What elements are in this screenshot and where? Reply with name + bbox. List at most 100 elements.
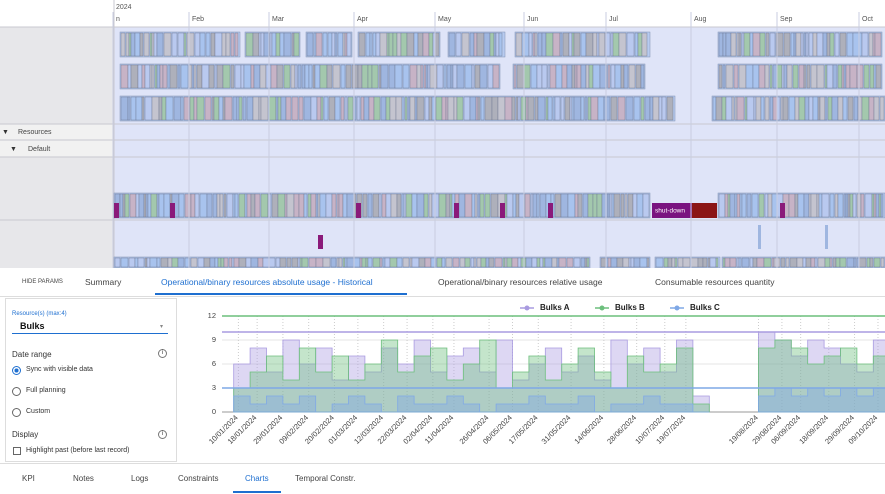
task bbox=[347, 33, 351, 56]
task bbox=[742, 33, 744, 56]
task bbox=[341, 97, 344, 120]
task bbox=[269, 97, 276, 120]
event-mark bbox=[454, 203, 459, 218]
task bbox=[299, 97, 303, 120]
checkbox[interactable] bbox=[13, 447, 21, 455]
select-underline bbox=[12, 333, 168, 334]
event-mark bbox=[500, 203, 505, 218]
tab[interactable]: Operational/binary resources relative us… bbox=[438, 277, 602, 287]
task bbox=[518, 97, 520, 120]
task bbox=[472, 65, 474, 88]
task bbox=[370, 33, 372, 56]
task bbox=[395, 65, 402, 88]
task bbox=[446, 258, 452, 267]
task bbox=[457, 97, 463, 120]
task bbox=[210, 258, 215, 267]
task bbox=[138, 65, 142, 88]
task bbox=[667, 97, 673, 120]
tab[interactable]: Summary bbox=[85, 277, 121, 287]
task bbox=[857, 65, 863, 88]
task bbox=[403, 258, 409, 267]
tab[interactable]: Consumable resources quantity bbox=[655, 277, 775, 287]
tab[interactable]: Constraints bbox=[178, 474, 218, 483]
task bbox=[526, 258, 532, 267]
task bbox=[485, 97, 492, 120]
task bbox=[205, 97, 211, 120]
radio[interactable] bbox=[12, 387, 21, 396]
task bbox=[385, 258, 390, 267]
tab[interactable]: Logs bbox=[131, 474, 148, 483]
task bbox=[560, 33, 562, 56]
task bbox=[586, 65, 589, 88]
task bbox=[140, 33, 143, 56]
task bbox=[381, 97, 386, 120]
task bbox=[231, 33, 234, 56]
task bbox=[381, 65, 388, 88]
task bbox=[320, 194, 326, 217]
task bbox=[197, 97, 204, 120]
task bbox=[844, 194, 846, 217]
task bbox=[129, 258, 135, 267]
task bbox=[753, 65, 759, 88]
hide-params[interactable]: HIDE PARAMS bbox=[22, 279, 63, 285]
task bbox=[784, 33, 790, 56]
task bbox=[754, 97, 756, 120]
tab[interactable]: KPI bbox=[22, 474, 35, 483]
task bbox=[494, 33, 496, 56]
task bbox=[716, 258, 718, 267]
task bbox=[747, 97, 754, 120]
task bbox=[341, 65, 345, 88]
radio[interactable] bbox=[12, 408, 21, 417]
task bbox=[761, 97, 764, 120]
task bbox=[575, 65, 577, 88]
task bbox=[811, 65, 817, 88]
task bbox=[626, 97, 633, 120]
task bbox=[794, 33, 796, 56]
task bbox=[470, 33, 474, 56]
collapse-icon[interactable]: ▼ bbox=[10, 146, 17, 153]
task bbox=[352, 65, 358, 88]
task bbox=[457, 65, 464, 88]
task bbox=[321, 97, 323, 120]
task bbox=[115, 258, 120, 267]
task bbox=[795, 194, 798, 217]
task bbox=[787, 65, 792, 88]
task bbox=[820, 97, 825, 120]
task bbox=[869, 97, 874, 120]
task bbox=[634, 97, 640, 120]
task bbox=[298, 65, 301, 88]
task bbox=[672, 258, 675, 267]
task bbox=[578, 194, 582, 217]
task bbox=[223, 65, 230, 88]
task bbox=[198, 258, 204, 267]
task bbox=[214, 97, 219, 120]
task bbox=[840, 258, 846, 267]
task bbox=[147, 258, 150, 267]
task bbox=[224, 258, 228, 267]
info-icon[interactable]: i bbox=[158, 349, 167, 358]
tab[interactable]: Charts bbox=[245, 474, 269, 483]
tab[interactable]: Notes bbox=[73, 474, 94, 483]
tab[interactable]: Operational/binary resources absolute us… bbox=[161, 277, 373, 287]
task bbox=[621, 65, 624, 88]
collapse-icon[interactable]: ▼ bbox=[2, 129, 9, 136]
task bbox=[439, 194, 446, 217]
task bbox=[280, 258, 286, 267]
task bbox=[215, 258, 218, 267]
task bbox=[292, 97, 298, 120]
task bbox=[219, 97, 223, 120]
task bbox=[299, 194, 304, 217]
select-value[interactable]: Bulks bbox=[20, 321, 45, 331]
info-icon[interactable]: i bbox=[158, 430, 167, 439]
task bbox=[157, 258, 160, 267]
task bbox=[589, 65, 593, 88]
task bbox=[480, 194, 484, 217]
select-arrow[interactable]: ▾ bbox=[160, 323, 163, 330]
task bbox=[215, 33, 222, 56]
tab[interactable]: Temporal Constr. bbox=[295, 474, 355, 483]
task bbox=[389, 65, 395, 88]
task bbox=[550, 65, 556, 88]
radio[interactable] bbox=[12, 366, 21, 375]
task bbox=[615, 65, 621, 88]
month-label: Aug bbox=[694, 16, 707, 23]
